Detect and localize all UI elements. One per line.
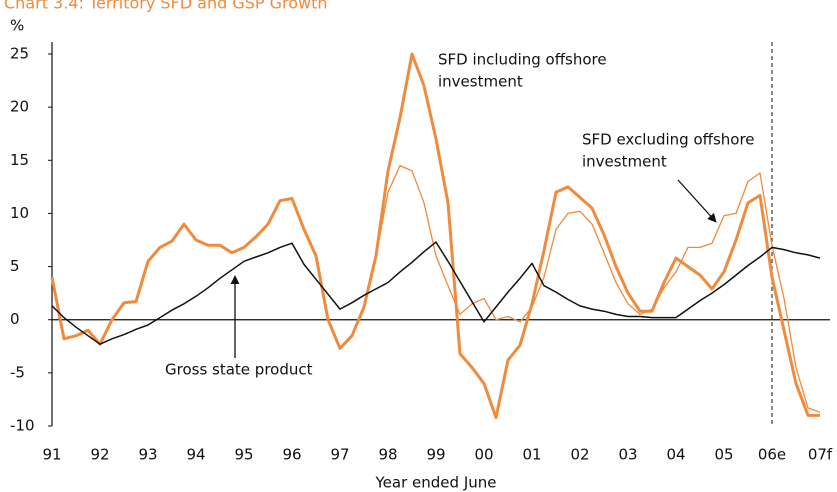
y-tick-label: 0 <box>10 310 20 328</box>
y-tick-label: 20 <box>10 98 29 116</box>
x-tick-label: 02 <box>570 446 589 464</box>
x-tick-label: 06e <box>758 446 786 464</box>
y-tick-label: 10 <box>10 204 29 222</box>
annotation: investment <box>582 153 667 171</box>
x-tick-label: 99 <box>426 446 445 464</box>
annotation: SFD including offshore <box>438 51 607 69</box>
x-tick-label: 07f <box>808 446 833 464</box>
annotation: investment <box>438 73 523 91</box>
y-axis-label: % <box>10 17 24 35</box>
x-tick-label: 91 <box>42 446 61 464</box>
annotation: Gross state product <box>165 361 313 379</box>
x-tick-label: 04 <box>666 446 685 464</box>
y-tick-label: 25 <box>10 45 29 63</box>
arrow <box>677 179 717 223</box>
x-tick-label: 97 <box>330 446 349 464</box>
x-tick-label: 95 <box>234 446 253 464</box>
y-tick-label: -5 <box>10 363 25 381</box>
y-tick-label: -10 <box>10 417 35 435</box>
annotation: SFD excluding offshore <box>582 131 755 149</box>
x-tick-label: 96 <box>282 446 301 464</box>
x-axis-label: Year ended June <box>375 474 497 492</box>
series-line <box>51 164 821 413</box>
x-tick-label: 94 <box>186 446 205 464</box>
x-tick-label: 92 <box>90 446 109 464</box>
y-tick-label: 15 <box>10 151 29 169</box>
x-tick-label: 98 <box>378 446 397 464</box>
x-tick-label: 93 <box>138 446 157 464</box>
x-tick-label: 01 <box>522 446 541 464</box>
series-line <box>51 241 821 345</box>
y-tick-label: 5 <box>10 257 20 275</box>
x-tick-label: 05 <box>714 446 733 464</box>
x-tick-label: 00 <box>474 446 493 464</box>
x-tick-label: 03 <box>618 446 637 464</box>
chart-title: Chart 3.4: Territory SFD and GSP Growth <box>4 0 328 13</box>
